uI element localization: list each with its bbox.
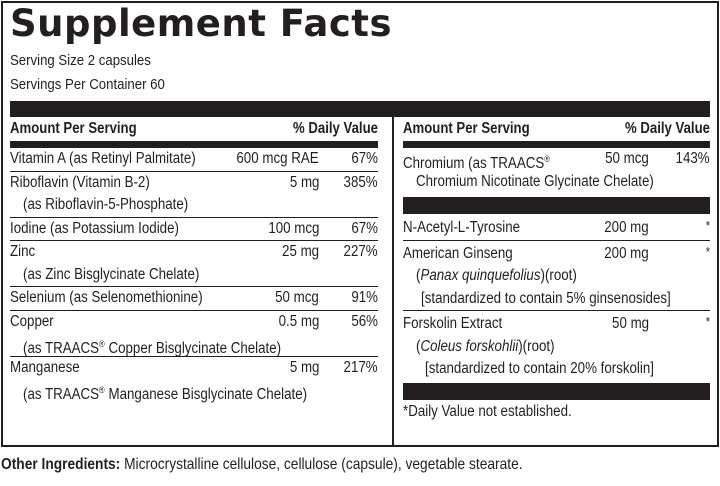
nutrient-name: Copper (10, 312, 54, 330)
servings-per-container: Servings Per Container 60 (10, 76, 165, 93)
thick-divider (403, 197, 710, 214)
nutrient-amount: 25 mg (281, 243, 319, 260)
standardization-note: [standardized to contain 5% ginsenosides… (421, 289, 671, 307)
ingredient-row-forskolin-extract: Forskolin Extract 50 mg * (Coleus forsko… (403, 311, 710, 381)
nutrient-daily-value: 91% (351, 289, 378, 306)
nutrient-daily-value: 67% (351, 150, 378, 167)
nutrient-daily-value: 217% (343, 358, 378, 376)
daily-value-not-established-marker: * (705, 314, 710, 329)
ingredient-name: N-Acetyl-L-Tyrosine (403, 219, 521, 236)
standardization-note: [standardized to contain 20% forskolin] (425, 360, 654, 377)
ingredient-name: American Ginseng (403, 244, 513, 262)
daily-value-footnote: *Daily Value not established. (403, 402, 572, 420)
botanical-source: (Coleus forskohlii)(root) (416, 337, 555, 355)
nutrient-amount: 5 mg (289, 358, 319, 376)
other-ingredients-label: Other Ingredients: (1, 456, 121, 473)
nutrient-row-manganese: Manganese 5 mg 217% (as TRAACS® Manganes… (10, 357, 378, 404)
nutrient-source: (as TRAACS® Copper Bisglycinate Chelate) (23, 339, 282, 357)
left-nutrient-column: Amount Per Serving % Daily Value Vitamin… (10, 117, 378, 404)
registered-mark: ® (544, 154, 550, 164)
amount-per-serving-heading: Amount Per Serving (403, 120, 530, 137)
nutrient-row-selenium: Selenium (as Selenomethionine) 50 mcg 91… (10, 287, 378, 311)
nutrient-daily-value: 67% (351, 219, 378, 237)
right-nutrient-column: Amount Per Serving % Daily Value Chromiu… (403, 117, 710, 424)
nutrient-amount: 600 mcg RAE (236, 150, 319, 167)
nutrient-amount: 50 mcg (605, 150, 649, 167)
nutrient-amount: 100 mcg (267, 219, 319, 237)
other-ingredients: Other Ingredients: Microcrystalline cell… (1, 454, 523, 476)
ingredient-amount: 50 mg (611, 315, 649, 332)
nutrient-amount: 50 mcg (275, 289, 319, 306)
nutrient-daily-value: 227% (343, 243, 378, 260)
nutrient-source: (as Zinc Bisglycinate Chelate) (23, 265, 200, 283)
nutrient-daily-value: 143% (675, 150, 710, 167)
ingredient-amount: 200 mg (604, 219, 649, 236)
nutrient-name: Vitamin A (as Retinyl Palmitate) (10, 150, 196, 167)
label-frame (1, 1, 719, 447)
nutrient-row-copper: Copper 0.5 mg 56% (as TRAACS® Copper Bis… (10, 311, 378, 357)
botanical-source: (Panax quinquefolius)(root) (416, 267, 577, 284)
nutrient-name: Zinc (10, 243, 36, 260)
label-title: Supplement Facts (10, 2, 393, 45)
nutrient-daily-value: 385% (343, 173, 378, 191)
column-header: Amount Per Serving % Daily Value (10, 117, 378, 148)
thick-divider (403, 382, 710, 400)
nutrient-name: Riboflavin (Vitamin B-2) (10, 173, 150, 191)
nutrient-row-vitamin-a: Vitamin A (as Retinyl Palmitate) 600 mcg… (10, 148, 378, 172)
registered-mark: ® (99, 385, 105, 395)
nutrient-name: Chromium (as TRAACS® (403, 154, 550, 172)
column-divider (392, 117, 394, 447)
nutrient-row-iodine: Iodine (as Potassium Iodide) 100 mcg 67% (10, 218, 378, 241)
nutrient-row-chromium: Chromium (as TRAACS® 50 mcg 143% Chromiu… (403, 148, 710, 193)
daily-value-heading: % Daily Value (625, 120, 710, 137)
nutrient-daily-value: 56% (351, 312, 378, 330)
nutrient-source: (as TRAACS® Manganese Bisglycinate Chela… (23, 385, 308, 403)
thick-divider-top (10, 101, 710, 117)
daily-value-not-established-marker: * (705, 218, 710, 233)
ingredient-amount: 200 mg (604, 244, 649, 262)
daily-value-heading: % Daily Value (293, 120, 378, 137)
serving-size: Serving Size 2 capsules (10, 52, 151, 69)
nutrient-source: (as Riboflavin-5-Phosphate) (23, 196, 189, 213)
daily-value-not-established-marker: * (705, 243, 710, 259)
amount-per-serving-heading: Amount Per Serving (10, 120, 137, 137)
ingredient-name: Forskolin Extract (403, 315, 503, 332)
ingredient-row-n-acetyl-l-tyrosine: N-Acetyl-L-Tyrosine 200 mg * (403, 214, 710, 241)
ingredient-row-american-ginseng: American Ginseng 200 mg * (Panax quinque… (403, 241, 710, 311)
nutrient-name: Iodine (as Potassium Iodide) (10, 219, 179, 237)
column-header: Amount Per Serving % Daily Value (403, 117, 710, 148)
nutrient-amount: 5 mg (289, 173, 319, 191)
nutrient-row-riboflavin: Riboflavin (Vitamin B-2) 5 mg 385% (as R… (10, 172, 378, 218)
nutrient-name: Selenium (as Selenomethionine) (10, 289, 203, 306)
registered-mark: ® (99, 339, 105, 349)
nutrient-amount: 0.5 mg (278, 312, 319, 330)
other-ingredients-text: Microcrystalline cellulose, cellulose (c… (120, 456, 523, 473)
nutrient-source: Chromium Nicotinate Glycinate Chelate) (416, 172, 654, 190)
nutrient-row-zinc: Zinc 25 mg 227% (as Zinc Bisglycinate Ch… (10, 241, 378, 287)
nutrient-name: Manganese (10, 358, 80, 376)
